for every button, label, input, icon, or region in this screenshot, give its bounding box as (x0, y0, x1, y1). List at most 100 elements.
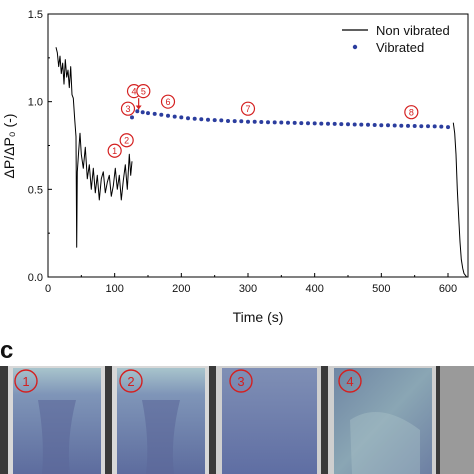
vibrated-point (306, 121, 310, 126)
x-axis: 0 100 200 300 400 500 600 (45, 273, 457, 295)
vibrated-point (166, 113, 170, 118)
annotation-label: 3 (125, 104, 130, 114)
series-layer (55, 47, 468, 278)
vibrated-point (130, 115, 134, 120)
vibrated-point (199, 117, 204, 122)
series-line-0 (55, 47, 133, 248)
photo-2-label: 2 (127, 374, 134, 389)
vibrated-point (146, 111, 150, 116)
vibrated-point (192, 116, 197, 121)
vibrated-point (312, 121, 317, 126)
vibrated-point (259, 120, 264, 124)
vibrated-point (446, 125, 450, 130)
photo-3-image (222, 368, 317, 474)
legend-dot-vibrated (352, 44, 358, 50)
annotation-label: 2 (124, 135, 129, 145)
photo-3-label: 3 (237, 374, 244, 389)
vibrated-point (386, 123, 390, 128)
vibrated-point (172, 114, 177, 119)
vibrated-point (326, 121, 330, 126)
x-tick-label: 400 (305, 283, 323, 295)
annotation-label: 4 (131, 86, 136, 96)
y-axis-title: ΔP/ΔP₀ (-) (1, 114, 17, 179)
annotation-circle (107, 143, 122, 158)
x-tick-label: 600 (439, 283, 457, 295)
annotation-circle (119, 133, 134, 148)
vibrated-point (372, 123, 377, 127)
photo-2-streak (142, 400, 180, 474)
vibrated-point (239, 119, 244, 124)
y-tick-label: 0.0 (28, 272, 43, 284)
x-axis-title: Time (s) (233, 309, 284, 325)
vibrated-point (392, 123, 397, 128)
annotation-circle (120, 101, 136, 116)
y-axis: 0.0 0.5 1.0 1.5 (28, 9, 52, 284)
annotation-label: 1 (112, 146, 117, 156)
vibrated-point (292, 120, 297, 125)
annotation-circle (404, 105, 419, 120)
vibrated-point (439, 124, 444, 129)
vibrated-point (159, 112, 164, 117)
vibrated-point (212, 118, 217, 123)
vibrated-point (152, 111, 157, 116)
annotation-circle (136, 84, 151, 99)
annotation-label: 6 (165, 97, 170, 107)
annotation-arrowhead (135, 105, 142, 110)
vibrated-point (135, 109, 140, 114)
vibrated-point (419, 124, 424, 129)
vibrated-point (332, 121, 337, 126)
photo-1 (8, 366, 105, 474)
legend: Non vibrated Vibrated (342, 23, 450, 55)
vibrated-point (246, 119, 250, 124)
vibrated-point (339, 122, 344, 127)
photo-1-label-circle (14, 369, 38, 393)
annotation-layer: 12 34 5 6 7 8 (107, 84, 419, 158)
x-tick-label: 0 (45, 283, 51, 295)
vibrated-point (206, 117, 210, 122)
annotation-label: 5 (141, 86, 146, 96)
vibrated-point (432, 124, 437, 129)
vibrated-point (406, 123, 410, 128)
vibrated-point (286, 120, 290, 125)
annotation-label: 8 (409, 107, 414, 117)
annotation-label: 7 (245, 104, 250, 114)
x-tick-label: 300 (239, 283, 257, 295)
photo-4-image (334, 368, 432, 474)
photo-4-label-circle (338, 369, 362, 393)
x-tick-label: 100 (105, 283, 123, 295)
photo-4 (328, 366, 436, 474)
legend-label-vibrated: Vibrated (376, 40, 424, 55)
vibrated-point (226, 119, 230, 123)
photo-3 (216, 366, 321, 474)
y-tick-label: 1.5 (28, 9, 43, 21)
vibrated-point (412, 124, 417, 128)
panel-c: c 1 2 (0, 337, 474, 474)
vibrated-point (319, 121, 324, 126)
vibrated-point (299, 121, 304, 126)
annotation-circle (160, 94, 176, 109)
series-line-1 (452, 122, 468, 278)
vibrated-point (426, 124, 430, 129)
y-tick-label: 1.0 (28, 97, 43, 109)
photo-labels: 1 2 3 4 (14, 369, 362, 393)
photo-1-label: 1 (22, 374, 29, 389)
photo-1-streak (38, 400, 76, 474)
photo-3-label-circle (229, 369, 253, 393)
y-tick-label: 0.5 (28, 184, 43, 196)
annotation-circle (240, 101, 256, 116)
vibrated-point (359, 122, 364, 127)
vibrated-point (186, 116, 190, 121)
panel-c-letter: c (0, 337, 13, 364)
vibrated-point (379, 123, 384, 128)
photo-4-label: 4 (346, 374, 353, 389)
vibrated-point (352, 122, 357, 127)
vibrated-point (219, 118, 224, 123)
x-tick-label: 500 (372, 283, 390, 295)
vibrated-point (179, 115, 184, 120)
photo-2 (112, 366, 209, 474)
vibrated-point (266, 120, 270, 125)
vibrated-point (279, 120, 284, 125)
vibrated-point (140, 110, 145, 115)
vibrated-point (232, 119, 237, 124)
